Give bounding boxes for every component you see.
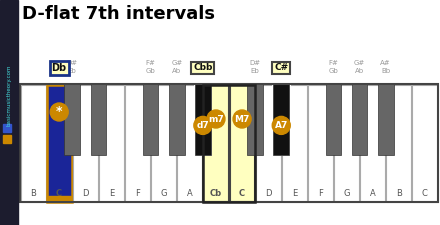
Circle shape [233, 110, 251, 128]
Circle shape [50, 103, 68, 121]
Text: Eb: Eb [68, 68, 77, 74]
Bar [151, 85, 176, 202]
Text: D: D [82, 189, 88, 198]
Text: A7: A7 [275, 121, 288, 130]
Text: G: G [343, 189, 350, 198]
Bar [273, 84, 289, 155]
Text: C: C [422, 189, 428, 198]
Bar [64, 84, 80, 155]
Text: G#: G# [171, 60, 182, 66]
Text: basicmusictheory.com: basicmusictheory.com [7, 64, 11, 126]
Text: Gb: Gb [329, 68, 338, 74]
Text: Cbb: Cbb [193, 63, 213, 72]
Text: *: * [56, 106, 62, 119]
Bar [256, 85, 281, 202]
Bar [99, 85, 124, 202]
Text: Bb: Bb [381, 68, 390, 74]
Text: Cb: Cb [210, 189, 222, 198]
Bar [47, 196, 71, 201]
Bar [47, 85, 72, 202]
Bar [203, 85, 255, 202]
Text: G: G [161, 189, 167, 198]
Bar [73, 85, 98, 202]
Text: Ab: Ab [355, 68, 364, 74]
Text: M7: M7 [235, 115, 250, 124]
Bar [282, 85, 307, 202]
Bar [3, 124, 11, 132]
Text: B: B [396, 189, 402, 198]
Text: B: B [30, 189, 36, 198]
Text: A#: A# [381, 60, 391, 66]
Bar [247, 84, 263, 155]
Bar [378, 84, 394, 155]
Bar [20, 84, 438, 202]
Bar [0, 0, 18, 225]
Text: E: E [292, 189, 297, 198]
Text: Gb: Gb [146, 68, 155, 74]
Text: Ab: Ab [172, 68, 181, 74]
Bar [194, 83, 212, 156]
Circle shape [194, 116, 212, 134]
Text: A: A [370, 189, 376, 198]
Text: F#: F# [146, 60, 156, 66]
Bar [169, 84, 185, 155]
Bar [21, 85, 46, 202]
Text: C#: C# [274, 63, 288, 72]
Bar [91, 84, 106, 155]
Circle shape [272, 116, 290, 134]
Bar [352, 84, 367, 155]
Bar [177, 85, 202, 202]
Text: d7: d7 [197, 121, 209, 130]
Circle shape [207, 110, 225, 128]
Bar [230, 85, 255, 202]
Text: A: A [187, 189, 193, 198]
Bar [203, 85, 228, 202]
Text: Db: Db [51, 63, 67, 73]
Text: C: C [56, 189, 62, 198]
Bar [334, 85, 359, 202]
Bar [360, 85, 385, 202]
Bar [412, 85, 437, 202]
Bar [3, 135, 11, 143]
Bar [125, 85, 150, 202]
Bar [326, 84, 341, 155]
Text: C: C [239, 189, 245, 198]
Bar [195, 84, 211, 155]
Text: m7: m7 [208, 115, 224, 124]
Text: F: F [318, 189, 323, 198]
Text: E: E [109, 189, 114, 198]
Text: F: F [135, 189, 140, 198]
Bar [308, 85, 333, 202]
Bar [272, 83, 290, 156]
Text: D: D [265, 189, 271, 198]
Text: G#: G# [354, 60, 365, 66]
Text: F#: F# [329, 60, 338, 66]
Bar [143, 84, 158, 155]
Text: D-flat 7th intervals: D-flat 7th intervals [22, 5, 215, 23]
Text: D#: D# [249, 60, 260, 66]
Text: D#: D# [67, 60, 78, 66]
Bar [386, 85, 411, 202]
Text: Eb: Eb [251, 68, 260, 74]
